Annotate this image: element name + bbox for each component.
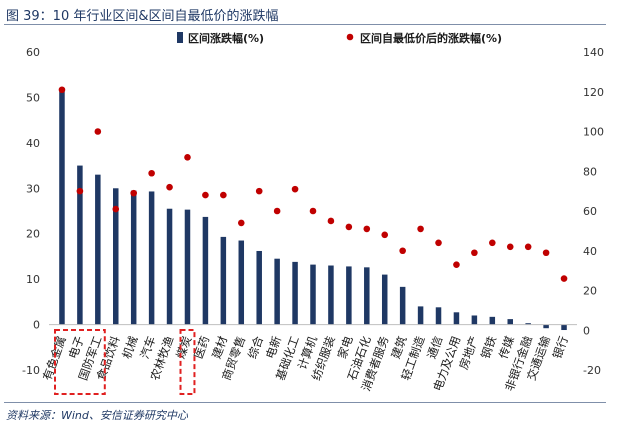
dot-point	[76, 187, 84, 195]
legend-bar-swatch	[177, 32, 183, 43]
dot-point	[58, 86, 66, 94]
highlight-box	[179, 329, 196, 395]
y-left-tick-label: 30	[26, 182, 40, 195]
dot-point	[148, 169, 155, 177]
y-right-tick-label: 140	[583, 46, 604, 59]
dot-point	[94, 128, 102, 135]
source-note: 资料来源：Wind、安信证券研究中心	[6, 409, 188, 422]
bar	[489, 316, 496, 325]
chart-title: 图 39：10 年行业区间&区间自最低价的涨跌幅	[6, 9, 279, 24]
bar	[238, 240, 245, 325]
y-right-tick-label: 40	[583, 245, 597, 258]
y-left-tick-label: 20	[26, 228, 40, 241]
bar	[364, 267, 370, 325]
dot-point	[166, 183, 173, 191]
dot-point	[435, 239, 442, 247]
dot-point	[506, 243, 514, 251]
bar-series	[59, 88, 567, 331]
legend-dot-swatch	[346, 33, 354, 41]
bar	[184, 209, 191, 325]
bar	[525, 323, 531, 325]
dot-point	[363, 225, 371, 233]
y-right-tick-label: -20	[583, 364, 601, 377]
dot-point	[453, 261, 460, 268]
dot-point	[273, 207, 281, 215]
bar	[166, 208, 173, 325]
bar	[399, 286, 406, 325]
bar	[95, 174, 101, 325]
y-axis-right: -20 0 20 40 60 80 100 120 140	[583, 46, 604, 377]
highlight-boxes	[54, 329, 196, 395]
category-label: 银行	[550, 334, 571, 360]
dot-series	[58, 86, 568, 282]
y-axis-left: -10 0 10 20 30 40 50 60	[22, 46, 40, 377]
category-labels: 有色金属电子国防军工食品饮料机械汽车农林牧渔煤炭医药建材商贸零售综合电新基础化工…	[40, 334, 571, 393]
dot-point	[184, 154, 191, 161]
legend-dot-label: 区间自最低价后的涨跌幅(%)	[360, 31, 502, 45]
dot-point	[237, 219, 245, 227]
y-left-tick-label: 40	[26, 137, 40, 150]
bar	[471, 315, 478, 325]
y-right-tick-label: 120	[583, 86, 604, 99]
y-right-tick-label: 20	[583, 285, 597, 298]
dot-point	[524, 243, 532, 251]
bar	[130, 190, 137, 325]
bar	[507, 319, 513, 325]
dot-point	[255, 187, 263, 195]
y-right-tick-label: 60	[583, 205, 597, 218]
y-left-tick-label: 10	[26, 273, 40, 286]
y-right-tick-label: 0	[583, 324, 590, 337]
dot-point	[291, 185, 299, 193]
bar	[292, 261, 298, 325]
y-left-tick-label: 50	[26, 91, 40, 104]
dot-point	[327, 217, 335, 225]
dot-point	[130, 189, 137, 197]
dot-point	[345, 223, 353, 231]
dot-point	[399, 247, 406, 255]
dot-point	[112, 205, 120, 213]
dot-point	[489, 239, 496, 247]
source-divider	[4, 402, 606, 403]
dot-point	[560, 275, 568, 282]
dot-point	[417, 225, 424, 233]
bar	[274, 258, 280, 325]
dot-point	[471, 249, 478, 257]
bar	[346, 266, 352, 325]
highlight-box	[54, 329, 106, 395]
bar	[310, 264, 316, 325]
dot-point	[381, 231, 389, 239]
bar	[435, 307, 442, 325]
bar	[328, 265, 334, 325]
y-right-tick-label: 80	[583, 165, 597, 178]
bar	[417, 306, 424, 325]
bar	[148, 191, 155, 325]
dot-point	[202, 191, 209, 199]
y-left-tick-label: 0	[33, 319, 40, 332]
y-left-tick-label: 60	[26, 46, 40, 59]
legend-bar-label: 区间涨跌幅(%)	[188, 31, 264, 45]
legend: 区间涨跌幅(%) 区间自最低价后的涨跌幅(%)	[177, 31, 502, 45]
bar	[77, 165, 83, 325]
y-left-tick-label: -10	[22, 364, 40, 377]
dot-point	[220, 191, 227, 199]
title-divider	[4, 24, 606, 25]
bar	[256, 250, 262, 325]
dot-point	[542, 249, 550, 257]
bar	[220, 236, 227, 325]
bar	[113, 188, 119, 325]
bar	[561, 324, 567, 331]
bar	[453, 312, 460, 325]
dot-point	[309, 207, 317, 215]
bar	[543, 324, 549, 329]
bar	[59, 88, 65, 325]
bar	[202, 216, 209, 325]
bar	[381, 274, 388, 325]
y-right-tick-label: 100	[583, 126, 604, 139]
